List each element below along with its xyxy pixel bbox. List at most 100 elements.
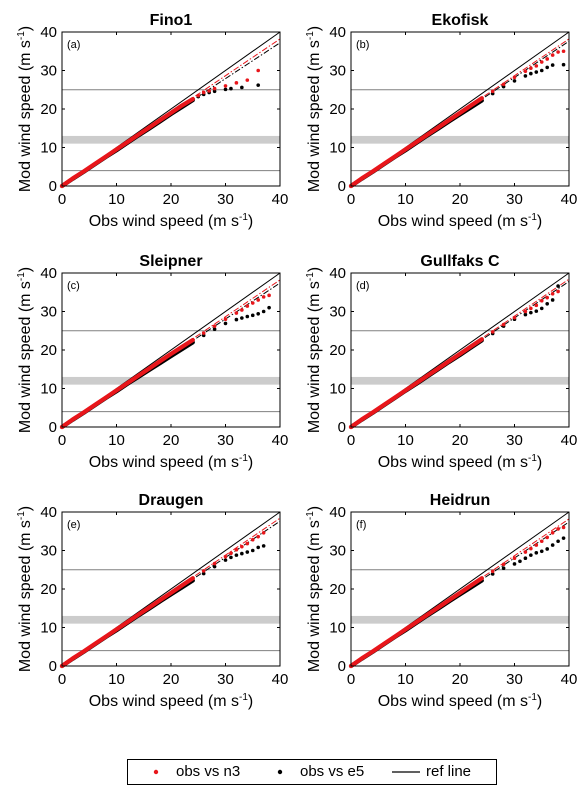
x-tick-label-40: 40	[561, 432, 578, 449]
point-n3-11	[180, 345, 184, 349]
y-axis-label-superscript: -1	[305, 31, 316, 40]
point-n3-12	[191, 576, 195, 581]
point-e5-17	[240, 316, 244, 320]
x-axis-label-superscript: -1	[239, 453, 248, 464]
point-n3-13	[490, 569, 495, 574]
point-n3-13	[201, 331, 206, 335]
y-tick-label-40: 40	[40, 24, 57, 41]
point-n3-10	[169, 111, 173, 115]
point-n3-15	[512, 75, 517, 80]
point-n3-12	[480, 337, 484, 342]
point-n3-3	[92, 162, 97, 166]
chart-panel-2: 0 10 20 30 40 0 10 20 30 40 Ekofisk (b) Obs wind spe…	[305, 12, 577, 230]
y-axis-label-base: Mod wind speed (m s	[17, 40, 34, 192]
y-tick-label-10: 10	[40, 140, 57, 157]
point-n3-12	[480, 96, 484, 101]
x-axis-label-base: Obs wind speed (m s	[378, 693, 528, 710]
shaded-band	[351, 615, 569, 624]
point-n3-4	[103, 395, 108, 400]
panel-label: (b)	[356, 39, 369, 51]
point-n3-17	[240, 308, 244, 312]
point-e5-20	[539, 549, 544, 554]
point-n3-4	[392, 154, 397, 159]
chart-title: Ekofisk	[432, 12, 489, 29]
x-tick-label-20: 20	[163, 432, 180, 449]
point-n3-1	[360, 656, 364, 661]
point-n3-16	[523, 69, 528, 74]
point-n3-1	[71, 417, 75, 422]
y-axis-label-close: )	[306, 26, 323, 31]
x-axis-label-close: )	[537, 454, 542, 471]
legend-marker-e5-dot-icon	[277, 769, 283, 775]
point-n3-6	[414, 620, 419, 624]
point-n3-9	[447, 359, 451, 363]
point-n3-20	[256, 298, 261, 302]
y-axis-label-superscript: -1	[16, 511, 27, 520]
x-axis-label-superscript: -1	[528, 212, 537, 223]
point-n3-5	[114, 388, 119, 393]
point-e5-18	[240, 551, 244, 556]
x-axis-label-superscript: -1	[239, 212, 248, 223]
point-e5-17	[234, 553, 239, 557]
point-e5-14	[212, 327, 217, 332]
shaded-band	[62, 135, 280, 144]
x-axis-label-base: Obs wind speed (m s	[89, 454, 239, 471]
point-e5-19	[250, 313, 255, 318]
point-e5-18	[534, 309, 539, 313]
chart-title: Heidrun	[430, 492, 490, 509]
point-n3-5	[403, 627, 408, 632]
point-n3-7	[425, 373, 430, 378]
y-tick-label-0: 0	[49, 178, 57, 195]
point-n3-14	[501, 82, 506, 87]
point-n3-11	[469, 103, 473, 108]
point-n3-3	[92, 642, 97, 646]
point-e5-21	[256, 545, 261, 550]
point-n3-2	[371, 649, 375, 654]
x-axis-label-close: )	[248, 693, 253, 710]
point-e5-19	[245, 550, 250, 554]
panel-label: (e)	[67, 519, 80, 531]
y-axis-label-superscript: -1	[16, 272, 27, 281]
point-n3-11	[180, 103, 184, 108]
x-tick-label-0: 0	[58, 432, 66, 449]
y-tick-label-10: 10	[329, 140, 346, 157]
point-n3-18	[245, 304, 250, 308]
point-n3-18	[534, 303, 539, 308]
point-n3-16	[523, 550, 528, 554]
y-tick-label-40: 40	[40, 504, 57, 521]
point-n3-14	[212, 324, 217, 328]
x-axis-label-close: )	[537, 693, 542, 710]
point-n3-22	[556, 289, 560, 294]
y-tick-label-30: 30	[329, 63, 346, 80]
y-axis-label-close: )	[17, 506, 34, 511]
y-tick-label-40: 40	[329, 504, 346, 521]
x-tick-label-0: 0	[58, 191, 66, 208]
y-tick-label-0: 0	[338, 178, 346, 195]
point-e5-16	[229, 555, 233, 560]
point-n3-23	[561, 525, 566, 530]
point-n3-18	[534, 543, 539, 547]
y-tick-label-20: 20	[329, 101, 346, 118]
x-tick-label-40: 40	[561, 671, 578, 688]
point-n3-4	[103, 634, 108, 639]
point-n3-14	[201, 90, 206, 95]
point-n3-11	[469, 583, 473, 588]
point-e5-14	[501, 566, 506, 571]
y-tick-label-30: 30	[329, 543, 346, 560]
x-tick-label-10: 10	[108, 432, 125, 449]
point-n3-7	[425, 132, 430, 137]
point-n3-3	[92, 403, 97, 407]
x-axis-label-close: )	[248, 213, 253, 230]
shaded-band	[351, 135, 569, 144]
point-n3-9	[158, 598, 162, 602]
point-n3-15	[512, 556, 517, 560]
point-n3-10	[458, 111, 462, 115]
point-n3-7	[136, 132, 141, 137]
point-n3-17	[529, 546, 533, 551]
y-tick-label-10: 10	[40, 620, 57, 637]
chart-panel-4: 0 10 20 30 40 0 10 20 30 40 Gullfaks C (d) Obs wind …	[305, 253, 577, 471]
point-n3-14	[501, 562, 506, 567]
point-n3-8	[147, 125, 151, 130]
point-n3-12	[191, 338, 195, 342]
